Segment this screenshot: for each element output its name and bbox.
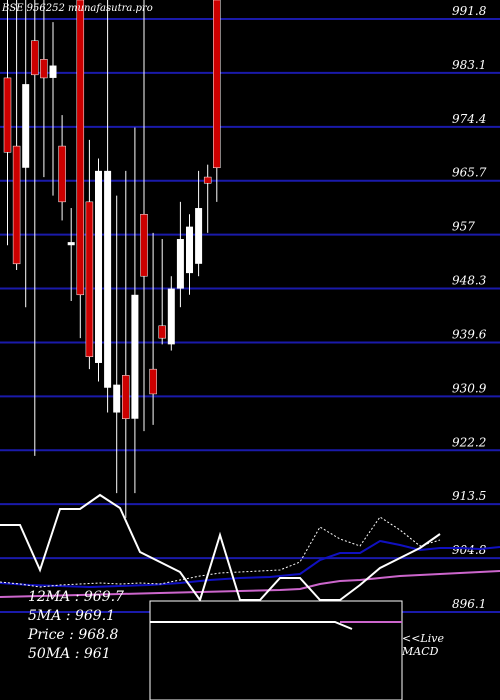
- candle-body-up: [195, 208, 203, 264]
- y-tick-label: 983.1: [452, 58, 486, 72]
- candle-body-up: [113, 384, 121, 413]
- candle-body-down: [40, 59, 48, 79]
- candle-body-up: [67, 242, 75, 246]
- stats-panel: 12MA : 969.7 5MA : 969.1 Price : 968.8 5…: [28, 588, 124, 664]
- y-tick-label: 965.7: [452, 166, 487, 180]
- y-tick-label: 974.4: [452, 112, 486, 126]
- candle-body-down: [3, 77, 12, 153]
- candle-body-down: [31, 40, 39, 76]
- ma-blue-line: [0, 539, 500, 589]
- macd-line: [150, 621, 353, 630]
- y-tick-label: 939.6: [452, 327, 487, 341]
- candle-body-down: [203, 176, 212, 184]
- price-readout: Price : 968.8: [28, 627, 119, 643]
- grid-lines: [0, 18, 500, 613]
- candle-body-down: [140, 213, 148, 277]
- candle-body-up: [22, 84, 30, 168]
- y-axis-tick-labels: 991.8 983.1 974.4 965.7 957 948.3 939.6 930.9 92…: [452, 4, 487, 611]
- candle-body-up: [131, 294, 139, 419]
- chart-title: BSE 956252 munafasutra.pro: [2, 3, 153, 14]
- y-tick-label: 957: [452, 220, 475, 234]
- y-tick-label: 922.2: [452, 435, 486, 449]
- macd-label-macd: MACD: [402, 645, 439, 658]
- candle-body-down: [149, 368, 157, 395]
- candle-body-up: [95, 170, 102, 363]
- candle-body-up: [176, 239, 184, 289]
- candle-body-down: [85, 201, 94, 358]
- candle-body-up: [104, 170, 112, 388]
- candle-body-down: [213, 0, 221, 169]
- macd-label: <<Live MACD: [402, 632, 444, 658]
- candlesticks: [3, 0, 221, 518]
- ma5-readout: 5MA : 969.1: [28, 608, 116, 624]
- y-tick-label: 948.3: [452, 274, 487, 288]
- y-tick-label: 896.1: [452, 597, 486, 611]
- moving-average-lines: [0, 493, 500, 603]
- candle-body-down: [12, 145, 21, 265]
- candle-body-down: [76, 0, 85, 296]
- macd-panel: [149, 600, 403, 700]
- ma-violet-line: [0, 570, 500, 598]
- candle-body-down: [122, 375, 130, 419]
- candle-body-up: [167, 288, 175, 345]
- y-tick-label: 904.8: [452, 543, 487, 557]
- candle-body-up: [49, 65, 57, 78]
- y-tick-label: 991.8: [452, 4, 487, 18]
- candle-body-down: [58, 145, 66, 203]
- ma12-readout: 12MA : 969.7: [28, 589, 124, 605]
- candle-body-up: [186, 226, 193, 274]
- y-tick-label: 930.9: [452, 381, 487, 395]
- candle-body-down: [158, 325, 166, 339]
- ma-white-line: [0, 493, 441, 603]
- ma-dotted-line: [0, 516, 441, 588]
- y-tick-label: 913.5: [452, 489, 486, 503]
- macd-label-live: <<Live: [402, 632, 444, 645]
- ma50-readout: 50MA : 961: [28, 646, 111, 662]
